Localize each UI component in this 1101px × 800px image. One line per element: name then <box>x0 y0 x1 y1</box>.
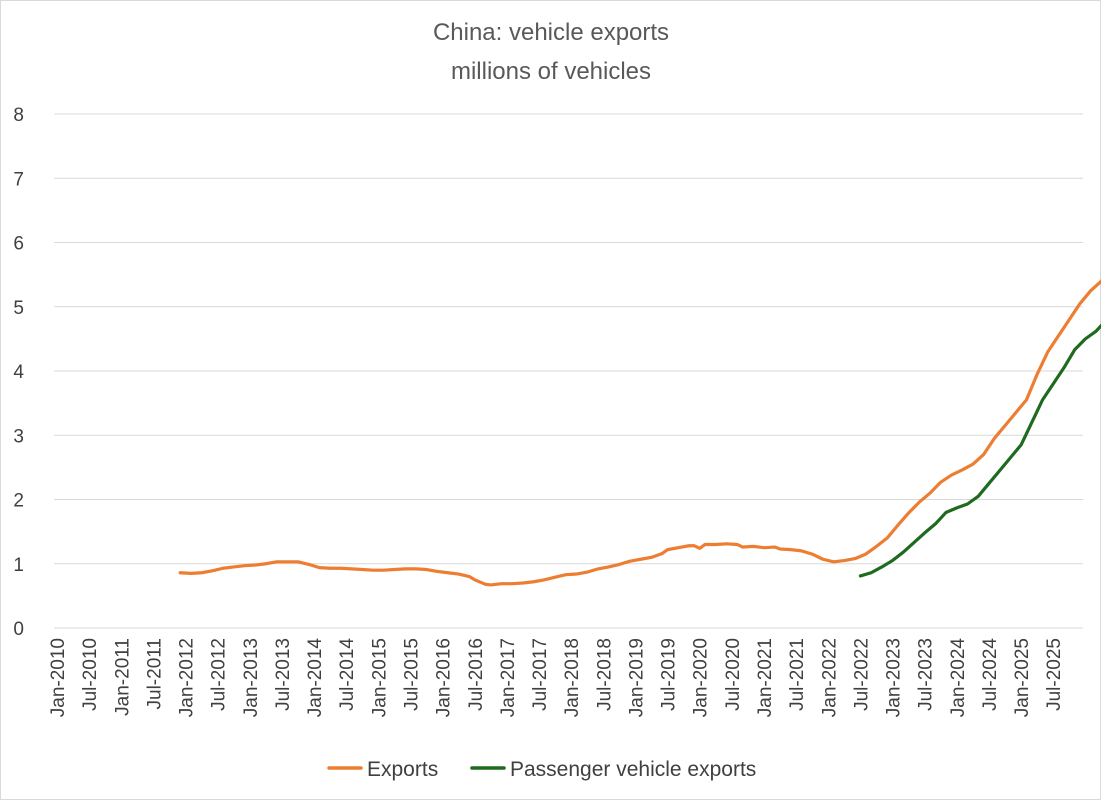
x-tick-label: Jan-2014 <box>305 638 326 718</box>
legend: Exports Passenger vehicle exports <box>327 758 756 781</box>
legend-label: Exports <box>367 758 438 781</box>
legend-label: Passenger vehicle exports <box>510 758 756 781</box>
x-tick-label: Jul-2013 <box>273 638 294 711</box>
series-line-exports <box>178 279 1101 587</box>
series-lines <box>178 279 1101 587</box>
x-tick-label: Jan-2021 <box>755 638 776 717</box>
y-tick-label: 6 <box>13 234 24 255</box>
chart-subtitle: millions of vehicles <box>451 58 651 85</box>
x-tick-label: Jan-2019 <box>626 638 647 717</box>
x-tick-label: Jul-2024 <box>980 638 1001 711</box>
y-tick-label: 7 <box>13 169 24 190</box>
legend-item-exports: Exports <box>327 758 438 781</box>
x-tick-label: Jan-2025 <box>1012 638 1033 717</box>
y-tick-label: 8 <box>13 105 24 126</box>
y-axis-ticks: 0 1 2 3 4 5 6 7 8 <box>13 105 24 640</box>
series-line-passenger-vehicle-exports <box>858 323 1101 578</box>
x-tick-label: Jul-2010 <box>80 638 101 711</box>
x-tick-label: Jul-2014 <box>337 638 358 711</box>
x-tick-label: Jan-2010 <box>48 638 69 717</box>
x-tick-label: Jul-2012 <box>209 638 230 711</box>
x-tick-label: Jan-2015 <box>369 638 390 717</box>
y-tick-label: 0 <box>13 619 24 640</box>
x-tick-label: Jul-2016 <box>466 638 487 711</box>
x-axis-ticks: Jan-2010 Jul-2010 Jan-2011 Jul-2011 Jan-2012… <box>48 638 1065 718</box>
x-tick-label: Jan-2018 <box>562 638 583 717</box>
x-tick-label: Jul-2023 <box>916 638 937 711</box>
x-tick-label: Jul-2022 <box>851 638 872 711</box>
y-tick-label: 2 <box>13 491 24 512</box>
x-tick-label: Jul-2021 <box>787 638 808 711</box>
x-tick-label: Jul-2011 <box>144 638 165 709</box>
x-tick-label: Jan-2022 <box>819 638 840 717</box>
x-tick-label: Jul-2017 <box>530 638 551 711</box>
x-tick-label: Jul-2015 <box>401 638 422 711</box>
x-tick-label: Jul-2018 <box>594 638 615 711</box>
x-tick-label: Jan-2024 <box>948 638 969 718</box>
chart-title: China: vehicle exports <box>433 19 669 46</box>
y-tick-label: 5 <box>13 298 24 319</box>
legend-item-passenger-vehicle-exports: Passenger vehicle exports <box>470 758 756 781</box>
y-tick-label: 4 <box>13 362 24 383</box>
x-tick-label: Jul-2020 <box>723 638 744 711</box>
x-tick-label: Jan-2017 <box>498 638 519 717</box>
x-tick-label: Jul-2019 <box>659 638 680 711</box>
y-tick-label: 1 <box>13 555 24 576</box>
x-tick-label: Jan-2013 <box>241 638 262 717</box>
x-tick-label: Jan-2012 <box>177 638 198 717</box>
x-tick-label: Jan-2023 <box>884 638 905 717</box>
x-tick-label: Jan-2020 <box>691 638 712 717</box>
x-tick-label: Jan-2016 <box>434 638 455 717</box>
x-tick-label: Jan-2011 <box>112 638 133 716</box>
x-tick-label: Jul-2025 <box>1044 638 1065 711</box>
gridlines <box>54 113 1083 629</box>
y-tick-label: 3 <box>13 426 24 447</box>
